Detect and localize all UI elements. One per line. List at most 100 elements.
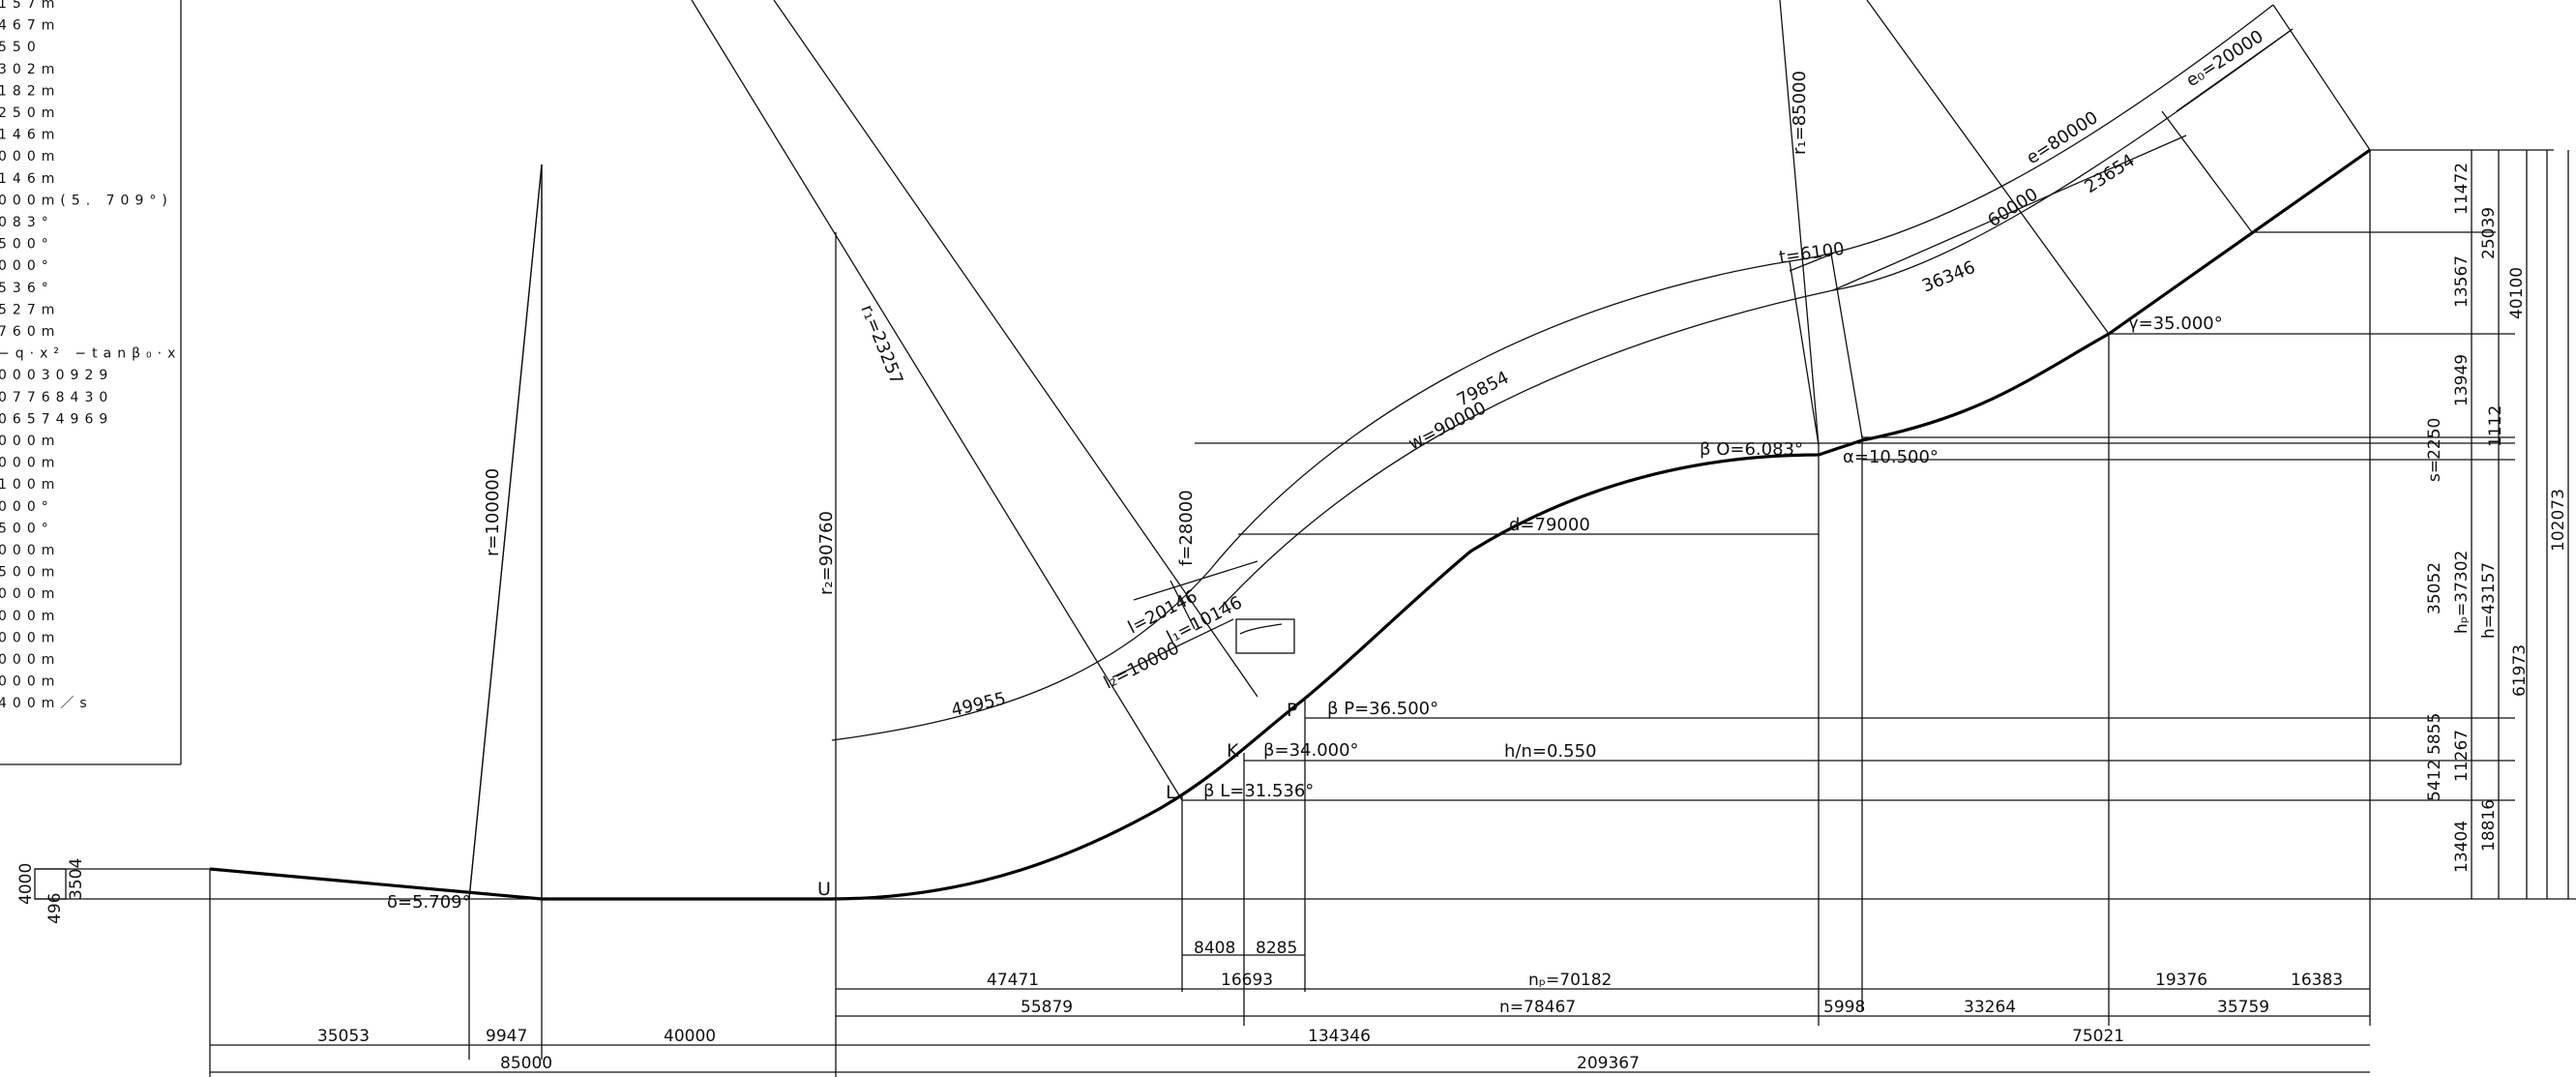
legend-line: −q·x² −tanβ₀·x bbox=[0, 346, 181, 362]
left-dimension-labels: 4000 496 3504 bbox=[16, 858, 86, 924]
label-beta-0: β O=6.083° bbox=[1700, 439, 1803, 460]
dim-hp: hₚ=37302 bbox=[2452, 551, 2472, 634]
point-P: P bbox=[1287, 700, 1297, 721]
legend-line: 000m bbox=[0, 434, 60, 449]
label-w: w=90000 bbox=[1406, 398, 1490, 454]
dim-35052: 35052 bbox=[2425, 562, 2444, 614]
dim-33264: 33264 bbox=[1964, 998, 2016, 1017]
dim-40000: 40000 bbox=[664, 1027, 716, 1046]
dim-85000: 85000 bbox=[500, 1054, 552, 1073]
r1-right-line-a bbox=[1779, 0, 1820, 446]
legend-line: 760m bbox=[0, 324, 60, 340]
right-dimension-lines bbox=[2471, 150, 2569, 899]
dim-134346: 134346 bbox=[1308, 1027, 1371, 1046]
dim-35053: 35053 bbox=[317, 1027, 370, 1046]
dim-1112: 1112 bbox=[2486, 405, 2505, 447]
radius-labels: r=100000 r₂=90760 r₁=23257 r₁=85000 bbox=[483, 71, 1810, 595]
label-e0: e₀=20000 bbox=[2182, 26, 2266, 91]
inrun-inner-curve bbox=[1218, 28, 2294, 611]
label-arc-49955: 49955 bbox=[949, 689, 1008, 721]
left-dimension-lines bbox=[34, 868, 67, 900]
dim-55879: 55879 bbox=[1021, 998, 1073, 1017]
legend-line: 550 bbox=[0, 40, 42, 55]
inrun-curves bbox=[831, 4, 2294, 741]
r1-left-line-b bbox=[773, 0, 1258, 698]
point-labels: U L K P bbox=[817, 700, 1297, 900]
legend-line: 527m bbox=[0, 302, 60, 317]
dim-13949: 13949 bbox=[2452, 354, 2472, 406]
legend-line: 083° bbox=[0, 215, 54, 230]
label-alpha: α=10.500° bbox=[1843, 447, 1939, 467]
legend-line: 07768430 bbox=[0, 390, 113, 405]
label-r2: r₂=90760 bbox=[816, 511, 837, 595]
inrun-mid-line bbox=[2161, 110, 2253, 233]
l2-dimension-line bbox=[1111, 618, 1234, 678]
dim-61973: 61973 bbox=[2510, 644, 2530, 697]
angle-labels: δ=5.709° β L=31.536° β=34.000° β P=36.50… bbox=[387, 314, 2223, 912]
outrun-approach-line bbox=[209, 867, 830, 901]
legend-line: 000m bbox=[0, 674, 60, 690]
legend-line: 000m bbox=[0, 652, 60, 668]
dim-np: nₚ=70182 bbox=[1528, 971, 1612, 990]
parameter-legend: 157m 467m 550 302m 182m 250m 146m 000m 146m 000m(… bbox=[0, 0, 182, 765]
dim-3504: 3504 bbox=[67, 858, 86, 900]
label-t: t=6100 bbox=[1778, 239, 1846, 268]
dim-5855: 5855 bbox=[2425, 713, 2444, 755]
legend-line: 467m bbox=[0, 18, 60, 34]
label-beta-P: β P=36.500° bbox=[1327, 699, 1438, 719]
label-beta: β=34.000° bbox=[1263, 740, 1359, 761]
landing-slope-curve bbox=[829, 148, 2371, 901]
legend-line: 000m bbox=[0, 543, 60, 558]
dim-5998: 5998 bbox=[1823, 998, 1865, 1017]
takeoff-edge-a bbox=[1789, 260, 1820, 446]
legend-line: 000° bbox=[0, 258, 54, 274]
label-hn: h/n=0.550 bbox=[1504, 741, 1597, 762]
dim-h: h=43157 bbox=[2479, 562, 2499, 639]
label-r: r=100000 bbox=[483, 468, 503, 556]
dim-4000: 4000 bbox=[16, 863, 36, 905]
dim-209367: 209367 bbox=[1577, 1054, 1640, 1073]
legend-line: 250m bbox=[0, 105, 60, 121]
bottom-dimension-lines bbox=[210, 954, 2370, 1073]
dim-13404: 13404 bbox=[2452, 821, 2472, 873]
t-line bbox=[1789, 253, 1834, 272]
dim-s: s=2250 bbox=[2425, 418, 2444, 482]
point-U: U bbox=[817, 879, 831, 900]
label-gamma: γ=35.000° bbox=[2128, 314, 2223, 334]
legend-line: 000° bbox=[0, 499, 54, 515]
legend-line: 500m bbox=[0, 565, 60, 581]
legend-line: 000m bbox=[0, 630, 60, 645]
r1-right-line-b bbox=[1866, 0, 2110, 335]
takeoff-table-box bbox=[1235, 618, 1295, 654]
length-labels: w=90000 79854 t=6100 e=80000 60000 e₀=20… bbox=[949, 26, 2266, 762]
label-r1-right: r₁=85000 bbox=[1790, 71, 1810, 155]
label-delta: δ=5.709° bbox=[387, 892, 471, 912]
dim-8408: 8408 bbox=[1194, 939, 1235, 958]
label-seg-36346: 36346 bbox=[1919, 257, 1978, 297]
takeoff-edge-b bbox=[1830, 253, 1863, 438]
dim-25039: 25039 bbox=[2479, 207, 2499, 259]
dim-13567: 13567 bbox=[2452, 255, 2472, 308]
l-dimension-line bbox=[1133, 560, 1258, 601]
legend-line: 157m bbox=[0, 0, 60, 12]
label-e: e=80000 bbox=[2023, 107, 2101, 168]
left-dim-box bbox=[34, 868, 67, 900]
legend-line: 000m(5. 709°) bbox=[0, 193, 173, 208]
label-d: d=79000 bbox=[1509, 515, 1590, 535]
inrun-end-line bbox=[2272, 4, 2371, 151]
label-l2: l₂=10000 bbox=[1101, 638, 1183, 693]
point-K: K bbox=[1227, 740, 1239, 762]
legend-line: 000m bbox=[0, 609, 60, 624]
dim-8285: 8285 bbox=[1256, 939, 1297, 958]
legend-line: 146m bbox=[0, 171, 60, 187]
inrun-outer-curve bbox=[831, 4, 2274, 741]
legend-line: 400m／s bbox=[0, 696, 93, 711]
legend-line: 182m bbox=[0, 83, 60, 99]
dim-496: 496 bbox=[45, 893, 65, 924]
legend-line: 000m bbox=[0, 149, 60, 165]
dim-11267: 11267 bbox=[2452, 730, 2472, 782]
dim-n: n=78467 bbox=[1499, 998, 1576, 1017]
legend-line: 100m bbox=[0, 477, 60, 493]
dim-47471: 47471 bbox=[987, 971, 1039, 990]
